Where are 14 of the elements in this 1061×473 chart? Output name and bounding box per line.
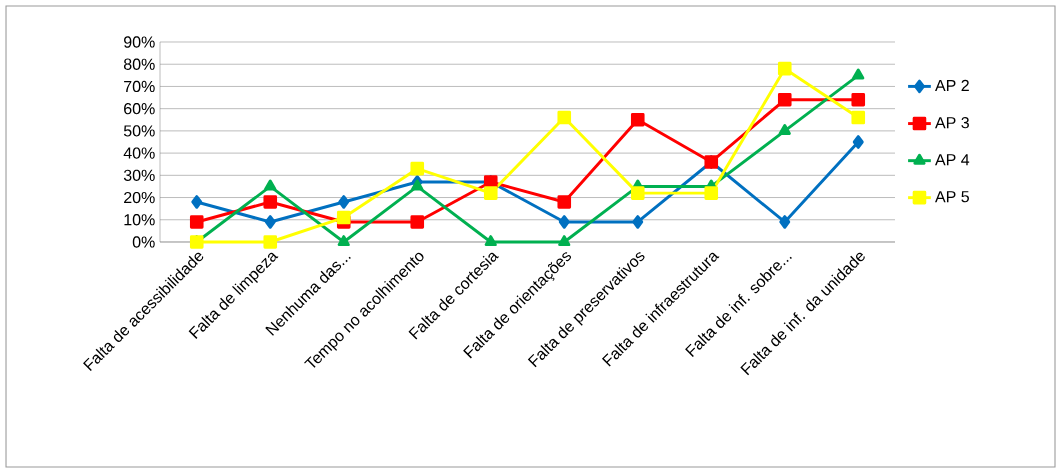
y-tick-label: 70%	[124, 80, 155, 93]
y-tick-label: 20%	[124, 191, 155, 204]
legend-label: AP 4	[935, 154, 970, 166]
y-tick-label: 90%	[124, 36, 155, 48]
legend-label: AP 5	[935, 191, 969, 203]
y-tick-label: 10%	[124, 214, 155, 226]
y-tick-label: 0%	[132, 236, 155, 248]
legend-label: AP 2	[935, 79, 969, 91]
y-tick-label: 80%	[123, 58, 155, 70]
y-tick-label: 40%	[123, 147, 155, 159]
legend-label: AP 3	[935, 116, 969, 129]
y-tick-label: 50%	[123, 125, 155, 137]
y-tick-label: 60%	[124, 103, 155, 115]
y-tick-label: 30%	[123, 169, 155, 181]
